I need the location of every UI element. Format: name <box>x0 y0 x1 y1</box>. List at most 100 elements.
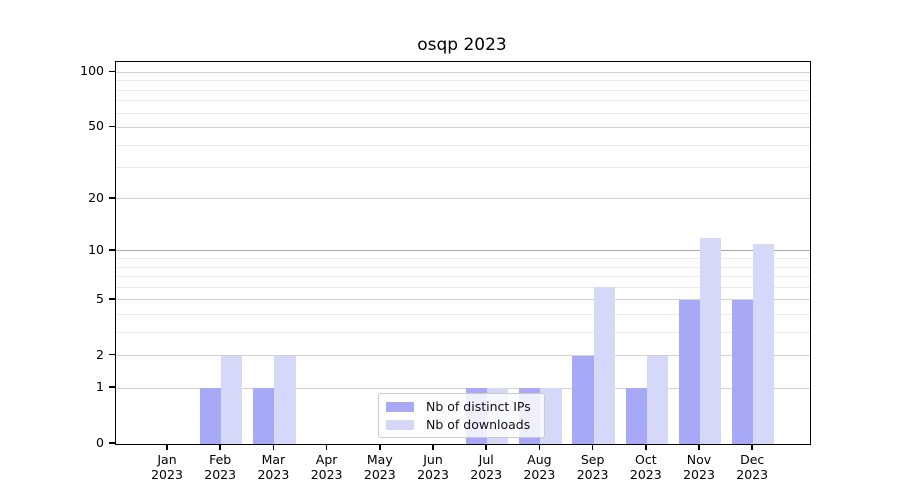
y-tick-label-100: 100 <box>80 63 104 79</box>
major-gridline-100 <box>116 71 810 73</box>
x-tick-month: Jun <box>423 452 443 467</box>
x-tick-label-sep: Sep 2023 <box>561 452 625 482</box>
x-tick-year: 2023 <box>417 467 449 482</box>
major-gridline-50 <box>116 126 810 128</box>
legend-swatch-distinct-ips <box>386 401 414 412</box>
major-gridline-2 <box>116 355 810 357</box>
major-gridline-5 <box>116 299 810 301</box>
minor-gridline-6 <box>116 286 810 288</box>
major-gridline-10 <box>116 250 810 252</box>
y-tick-mark-0 <box>109 442 115 444</box>
major-gridline-1 <box>116 387 810 389</box>
y-tick-mark-1 <box>109 386 115 388</box>
x-tick-label-may: May 2023 <box>348 452 412 482</box>
bar-downloads-nov <box>700 237 722 444</box>
major-gridline-20 <box>116 198 810 200</box>
plot-area: Nb of distinct IPs Nb of downloads <box>115 61 811 445</box>
x-tick-mark-aug <box>538 444 541 450</box>
x-tick-mark-nov <box>698 444 700 450</box>
minor-gridline-90 <box>116 80 810 82</box>
y-tick-mark-100 <box>109 70 115 73</box>
x-tick-year: 2023 <box>736 467 769 482</box>
minor-gridline-40 <box>116 144 810 146</box>
x-tick-label-aug: Aug 2023 <box>507 452 571 482</box>
bar-downloads-dec <box>753 243 775 444</box>
x-tick-year: 2023 <box>363 467 396 482</box>
minor-gridline-60 <box>116 112 810 114</box>
x-tick-year: 2023 <box>576 467 609 482</box>
x-tick-year: 2023 <box>257 467 290 482</box>
bar-downloads-mar <box>274 355 296 444</box>
x-tick-mark-dec <box>751 444 753 450</box>
minor-gridline-30 <box>116 167 810 169</box>
minor-gridline-8 <box>116 266 810 268</box>
x-tick-year: 2023 <box>151 467 183 482</box>
x-tick-month: Apr <box>315 452 338 467</box>
x-tick-mark-jan <box>166 444 168 450</box>
legend-row-distinct-ips: Nb of distinct IPs <box>386 398 536 414</box>
y-tick-label-50: 50 <box>88 118 104 134</box>
bar-downloads-feb <box>221 355 243 444</box>
x-tick-month: Feb <box>209 452 232 467</box>
x-tick-month: Nov <box>686 452 712 467</box>
bar-distinct-ips-feb <box>200 388 222 444</box>
x-tick-label-jan: Jan 2023 <box>135 452 199 482</box>
x-tick-month: May <box>366 452 393 467</box>
x-tick-month: Mar <box>261 452 286 467</box>
y-tick-mark-2 <box>109 353 115 356</box>
y-tick-mark-50 <box>109 125 115 128</box>
x-tick-month: Jan <box>157 452 177 467</box>
x-tick-label-jun: Jun 2023 <box>401 452 465 482</box>
x-tick-mark-mar <box>272 444 275 450</box>
x-tick-year: 2023 <box>523 467 556 482</box>
x-tick-month: Dec <box>740 452 765 467</box>
y-tick-label-2: 2 <box>96 346 104 362</box>
x-tick-label-oct: Oct 2023 <box>614 452 678 482</box>
legend-swatch-downloads <box>386 419 414 430</box>
minor-gridline-70 <box>116 100 810 102</box>
x-tick-mark-sep <box>591 444 594 450</box>
minor-gridline-80 <box>116 89 810 91</box>
y-tick-label-20: 20 <box>88 189 104 205</box>
minor-gridline-7 <box>116 276 810 278</box>
x-tick-year: 2023 <box>204 467 237 482</box>
x-tick-label-mar: Mar 2023 <box>241 452 305 482</box>
bar-distinct-ips-sep <box>572 355 594 444</box>
x-tick-year: 2023 <box>629 467 662 482</box>
bar-downloads-oct <box>646 355 668 444</box>
y-tick-label-10: 10 <box>88 241 104 257</box>
x-tick-label-feb: Feb 2023 <box>188 452 252 482</box>
y-tick-label-0: 0 <box>96 435 104 450</box>
x-tick-year: 2023 <box>310 467 343 482</box>
x-tick-mark-feb <box>219 444 221 450</box>
y-tick-mark-5 <box>109 298 115 300</box>
bar-distinct-ips-oct <box>625 388 647 444</box>
minor-gridline-3 <box>116 331 810 333</box>
minor-gridline-4 <box>116 313 810 315</box>
x-tick-mark-jun <box>432 444 434 450</box>
x-tick-month: Jul <box>478 452 494 467</box>
x-tick-month: Sep <box>580 452 605 467</box>
legend-label-downloads: Nb of downloads <box>426 416 531 432</box>
x-tick-mark-apr <box>325 444 328 450</box>
x-tick-mark-may <box>379 444 381 450</box>
y-tick-mark-10 <box>109 249 115 251</box>
y-tick-label-5: 5 <box>96 290 104 306</box>
bar-distinct-ips-nov <box>678 299 700 444</box>
legend: Nb of distinct IPs Nb of downloads <box>378 393 545 438</box>
minor-gridline-9 <box>116 258 810 260</box>
x-tick-year: 2023 <box>683 467 715 482</box>
chart-title: osqp 2023 <box>417 35 507 55</box>
x-tick-label-jul: Jul 2023 <box>454 452 518 482</box>
legend-row-downloads: Nb of downloads <box>386 416 536 432</box>
bar-distinct-ips-mar <box>253 388 275 444</box>
x-tick-mark-jul <box>485 444 487 450</box>
legend-label-distinct-ips: Nb of distinct IPs <box>426 398 531 414</box>
bar-distinct-ips-dec <box>732 299 754 444</box>
y-tick-mark-20 <box>109 197 115 199</box>
bar-downloads-sep <box>593 287 615 444</box>
x-tick-mark-oct <box>645 444 647 450</box>
x-tick-month: Aug <box>527 452 552 467</box>
x-tick-label-nov: Nov 2023 <box>667 452 731 482</box>
